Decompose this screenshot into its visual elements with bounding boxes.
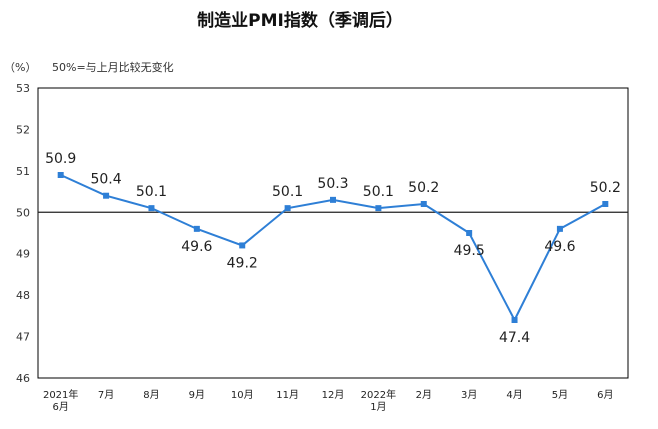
data-label: 50.2 bbox=[408, 180, 439, 196]
data-point bbox=[420, 201, 427, 207]
x-tick-label: 9月 bbox=[189, 389, 205, 401]
x-tick-label: 5月 bbox=[552, 389, 568, 401]
data-label: 50.4 bbox=[90, 172, 121, 188]
data-points bbox=[57, 172, 609, 323]
data-label: 50.3 bbox=[317, 176, 348, 192]
x-tick-label: 6月 bbox=[53, 401, 69, 413]
x-tick-label: 12月 bbox=[322, 389, 345, 401]
plot-frame bbox=[37, 87, 629, 379]
x-tick-label: 6月 bbox=[597, 389, 613, 401]
data-labels: 50.9 50.4 50.1 49.6 49.2 50.1 50.3 50.1 50.2 49.5… bbox=[45, 151, 621, 346]
data-label: 49.6 bbox=[181, 239, 212, 255]
x-tick-label: 4月 bbox=[506, 389, 522, 401]
y-unit-label: （%） bbox=[4, 61, 36, 74]
data-point bbox=[103, 192, 110, 199]
data-point bbox=[466, 230, 473, 236]
data-label: 49.6 bbox=[544, 239, 575, 255]
y-tick-label: 49 bbox=[16, 248, 30, 261]
data-label: 50.1 bbox=[272, 184, 303, 200]
x-tick-label: 11月 bbox=[276, 389, 299, 401]
y-tick-label: 53 bbox=[16, 82, 30, 95]
x-tick-label: 1月 bbox=[370, 401, 386, 413]
y-tick-label: 50 bbox=[16, 206, 30, 219]
x-tick-label: 7月 bbox=[98, 389, 114, 401]
y-tick-label: 46 bbox=[16, 372, 30, 385]
data-point bbox=[239, 242, 246, 249]
y-tick-label: 48 bbox=[16, 289, 30, 302]
x-tick-label: 10月 bbox=[231, 389, 254, 401]
data-label: 49.2 bbox=[227, 255, 258, 271]
data-point bbox=[148, 205, 155, 212]
data-label: 50.9 bbox=[45, 151, 76, 167]
y-tick-label: 52 bbox=[16, 123, 30, 136]
data-point bbox=[602, 201, 609, 207]
chart-title: 制造业PMI指数（季调后） bbox=[197, 10, 403, 31]
data-label: 50.1 bbox=[136, 184, 167, 200]
data-point bbox=[375, 205, 382, 212]
data-label: 50.1 bbox=[363, 184, 394, 200]
data-point bbox=[556, 225, 563, 232]
data-point bbox=[193, 225, 200, 232]
y-tick-label: 47 bbox=[16, 331, 30, 344]
y-axis: 46 47 48 49 50 51 52 53 bbox=[16, 82, 30, 385]
y-tick-label: 51 bbox=[16, 165, 30, 178]
data-label: 49.5 bbox=[454, 243, 485, 259]
x-tick-label: 2月 bbox=[416, 389, 432, 401]
x-tick-label: 8月 bbox=[143, 389, 159, 401]
x-tick-label: 2021年 bbox=[43, 388, 78, 401]
reference-note: 50%=与上月比较无变化 bbox=[52, 60, 174, 74]
data-label: 50.2 bbox=[590, 180, 621, 196]
x-tick-label: 3月 bbox=[461, 389, 477, 401]
data-point bbox=[57, 172, 64, 178]
data-label: 47.4 bbox=[499, 330, 530, 346]
data-point bbox=[284, 205, 291, 212]
x-tick-label: 2022年 bbox=[361, 388, 396, 401]
data-point bbox=[511, 317, 518, 323]
data-point bbox=[330, 196, 336, 203]
